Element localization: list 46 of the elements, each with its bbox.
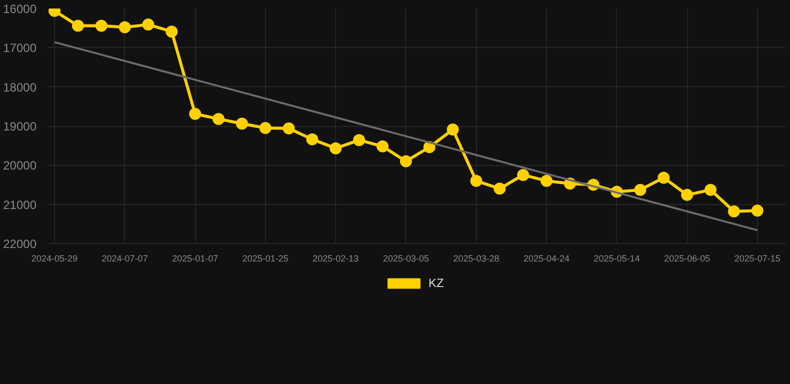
point [400, 155, 412, 168]
x-tick-label: 2025-04-24 [524, 254, 570, 264]
y-tick-label: 17000 [3, 41, 37, 56]
point [330, 142, 342, 154]
point [376, 140, 389, 152]
x-tick-label: 2024-07-07 [102, 254, 148, 264]
point [306, 133, 318, 146]
legend-label: KZ [428, 276, 445, 290]
point [166, 26, 178, 38]
y-tick-label: 21000 [3, 198, 37, 212]
point [142, 18, 154, 31]
point [353, 134, 366, 146]
point [517, 168, 530, 181]
point [634, 184, 646, 196]
point [118, 21, 131, 34]
y-tick-label: 22000 [3, 237, 37, 251]
point [282, 122, 295, 134]
x-tick-label: 2025-01-07 [172, 254, 218, 264]
point [259, 122, 272, 134]
x-tick-label: 2025-06-05 [664, 254, 710, 264]
point [446, 124, 459, 136]
y-tick-label: 20000 [3, 158, 37, 173]
line-series [54, 41, 758, 232]
x-tick-label: 2025-03-05 [382, 254, 429, 264]
point [540, 174, 553, 187]
x-tick-label: 2025-07-15 [734, 254, 780, 264]
point [728, 205, 740, 218]
point [189, 108, 202, 120]
point [212, 112, 225, 125]
x-tick-label: 2025-02-13 [312, 254, 359, 264]
point [751, 204, 764, 217]
y-tick-label: 16000 [3, 2, 37, 16]
point [236, 118, 248, 130]
x-tick-label: 2025-05-14 [594, 254, 640, 264]
x-tick-label: 2025-03-28 [453, 254, 500, 264]
point [470, 174, 482, 187]
y-tick-label: 18000 [3, 80, 37, 94]
y-tick-label: 19000 [3, 120, 37, 134]
point [95, 20, 108, 32]
x-tick-label: 2024-05-29 [32, 254, 78, 264]
point [494, 182, 506, 195]
x-tick-label: 2025-01-25 [242, 254, 288, 264]
point [704, 184, 717, 196]
point [72, 20, 84, 32]
point [681, 188, 694, 201]
point [658, 172, 670, 184]
